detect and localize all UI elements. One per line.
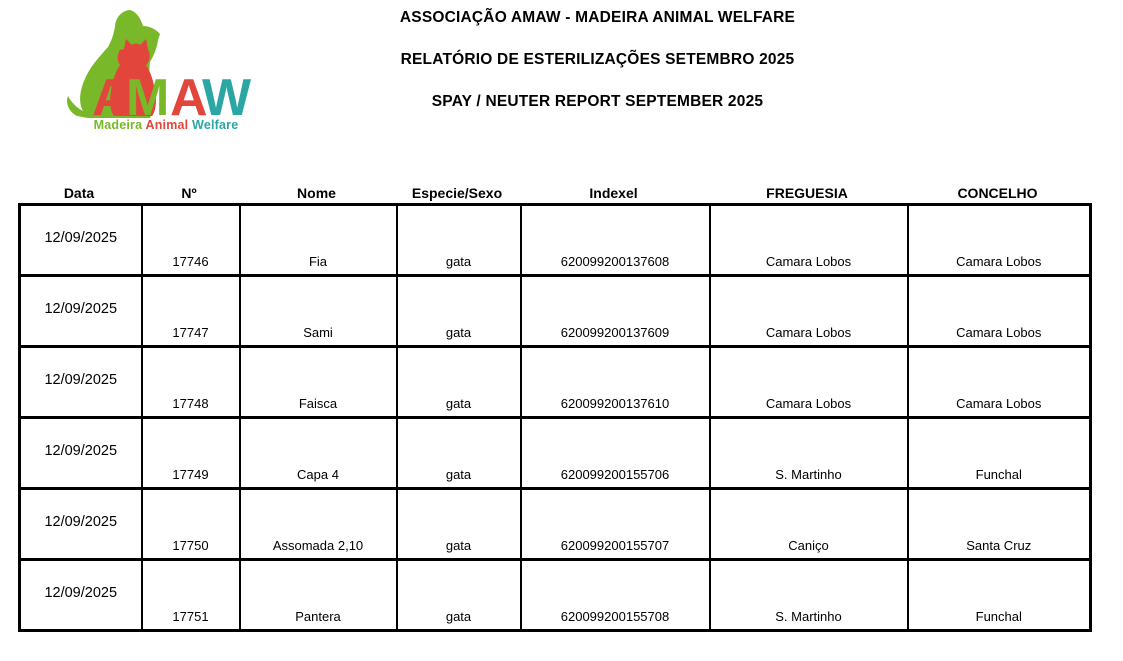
cell-indexel: 620099200137608 <box>519 203 711 277</box>
cell-num: 17749 <box>140 416 241 490</box>
logo-letter-a1: A <box>92 69 130 120</box>
logo-subtitle-word-welfare: Welfare <box>192 118 239 132</box>
cell-nome: Capa 4 <box>238 416 398 490</box>
cell-data: 12/09/2025 <box>18 203 143 277</box>
logo-subtitle-word-animal: Animal <box>145 118 189 132</box>
cell-concelho: Santa Cruz <box>906 487 1092 561</box>
cell-freguesia: Caniço <box>708 487 909 561</box>
cell-especie-sexo: gata <box>395 203 522 277</box>
cell-indexel: 620099200155707 <box>519 487 711 561</box>
cat-silhouette-icon <box>110 39 156 116</box>
cell-especie-sexo: gata <box>395 487 522 561</box>
cell-data: 12/09/2025 <box>18 416 143 490</box>
cell-data: 12/09/2025 <box>18 274 143 348</box>
cell-indexel: 620099200155706 <box>519 416 711 490</box>
cell-freguesia: S. Martinho <box>708 558 909 632</box>
logo-letter-a2: A <box>170 69 208 120</box>
cell-nome: Sami <box>238 274 398 348</box>
column-header-indexel: Indexel <box>589 185 638 201</box>
cell-nome: Assomada 2,10 <box>238 487 398 561</box>
report-title-en: SPAY / NEUTER REPORT SEPTEMBER 2025 <box>431 93 764 110</box>
report-table-area: Data Nº Nome Especie/Sexo Indexel FREGUE… <box>18 182 1092 632</box>
cell-freguesia: Camara Lobos <box>708 203 909 277</box>
cell-num: 17747 <box>140 274 241 348</box>
cell-especie-sexo: gata <box>395 274 522 348</box>
cell-especie-sexo: gata <box>395 558 522 632</box>
column-header-especie: Especie/Sexo <box>411 185 503 201</box>
cell-especie-sexo: gata <box>395 345 522 419</box>
cell-concelho: Funchal <box>906 416 1092 490</box>
table-column-headers: Data Nº Nome Especie/Sexo Indexel FREGUE… <box>18 182 1089 201</box>
cell-num: 17750 <box>140 487 241 561</box>
cell-num: 17746 <box>140 203 241 277</box>
cell-concelho: Camara Lobos <box>906 345 1092 419</box>
column-header-data: Data <box>63 185 95 201</box>
cell-nome: Fia <box>238 203 398 277</box>
cell-indexel: 620099200137610 <box>519 345 711 419</box>
cell-freguesia: Camara Lobos <box>708 274 909 348</box>
logo-subtitle: Madeira Animal Welfare <box>66 118 266 132</box>
table-row: 12/09/2025 17751 Pantera gata 6200992001… <box>18 558 1092 632</box>
cell-especie-sexo: gata <box>395 416 522 490</box>
column-header-nome: Nome <box>297 185 336 201</box>
logo-letter-w: W <box>202 69 252 120</box>
table-row: 12/09/2025 17749 Capa 4 gata 62009920015… <box>18 416 1092 490</box>
cell-data: 12/09/2025 <box>18 345 143 419</box>
cell-data: 12/09/2025 <box>18 487 143 561</box>
cell-freguesia: S. Martinho <box>708 416 909 490</box>
amaw-logo: A M A W Madeira Animal Welfare <box>66 2 266 142</box>
logo-letter-m: M <box>126 69 169 120</box>
cell-num: 17751 <box>140 558 241 632</box>
cell-concelho: Funchal <box>906 558 1092 632</box>
table-row: 12/09/2025 17750 Assomada 2,10 gata 6200… <box>18 487 1092 561</box>
table-row: 12/09/2025 17747 Sami gata 6200992001376… <box>18 274 1092 348</box>
sterilization-table: 12/09/2025 17746 Fia gata 62009920013760… <box>18 203 1092 632</box>
cell-indexel: 620099200155708 <box>519 558 711 632</box>
cell-num: 17748 <box>140 345 241 419</box>
cell-freguesia: Camara Lobos <box>708 345 909 419</box>
column-header-concelho: CONCELHO <box>957 185 1038 201</box>
cell-nome: Faisca <box>238 345 398 419</box>
cell-concelho: Camara Lobos <box>906 203 1092 277</box>
cell-indexel: 620099200137609 <box>519 274 711 348</box>
column-header-num: Nº <box>181 185 197 201</box>
column-header-freguesia: FREGUESIA <box>766 185 848 201</box>
cell-concelho: Camara Lobos <box>906 274 1092 348</box>
logo-subtitle-word-madeira: Madeira <box>93 118 143 132</box>
report-title-pt: RELATÓRIO DE ESTERILIZAÇÕES SETEMBRO 202… <box>400 51 795 68</box>
amaw-logo-graphic: A M A W <box>67 10 252 120</box>
cell-data: 12/09/2025 <box>18 558 143 632</box>
table-row: 12/09/2025 17746 Fia gata 62009920013760… <box>18 203 1092 277</box>
cell-nome: Pantera <box>238 558 398 632</box>
org-title: ASSOCIAÇÃO AMAW - MADEIRA ANIMAL WELFARE <box>399 9 796 26</box>
table-row: 12/09/2025 17748 Faisca gata 62009920013… <box>18 345 1092 419</box>
